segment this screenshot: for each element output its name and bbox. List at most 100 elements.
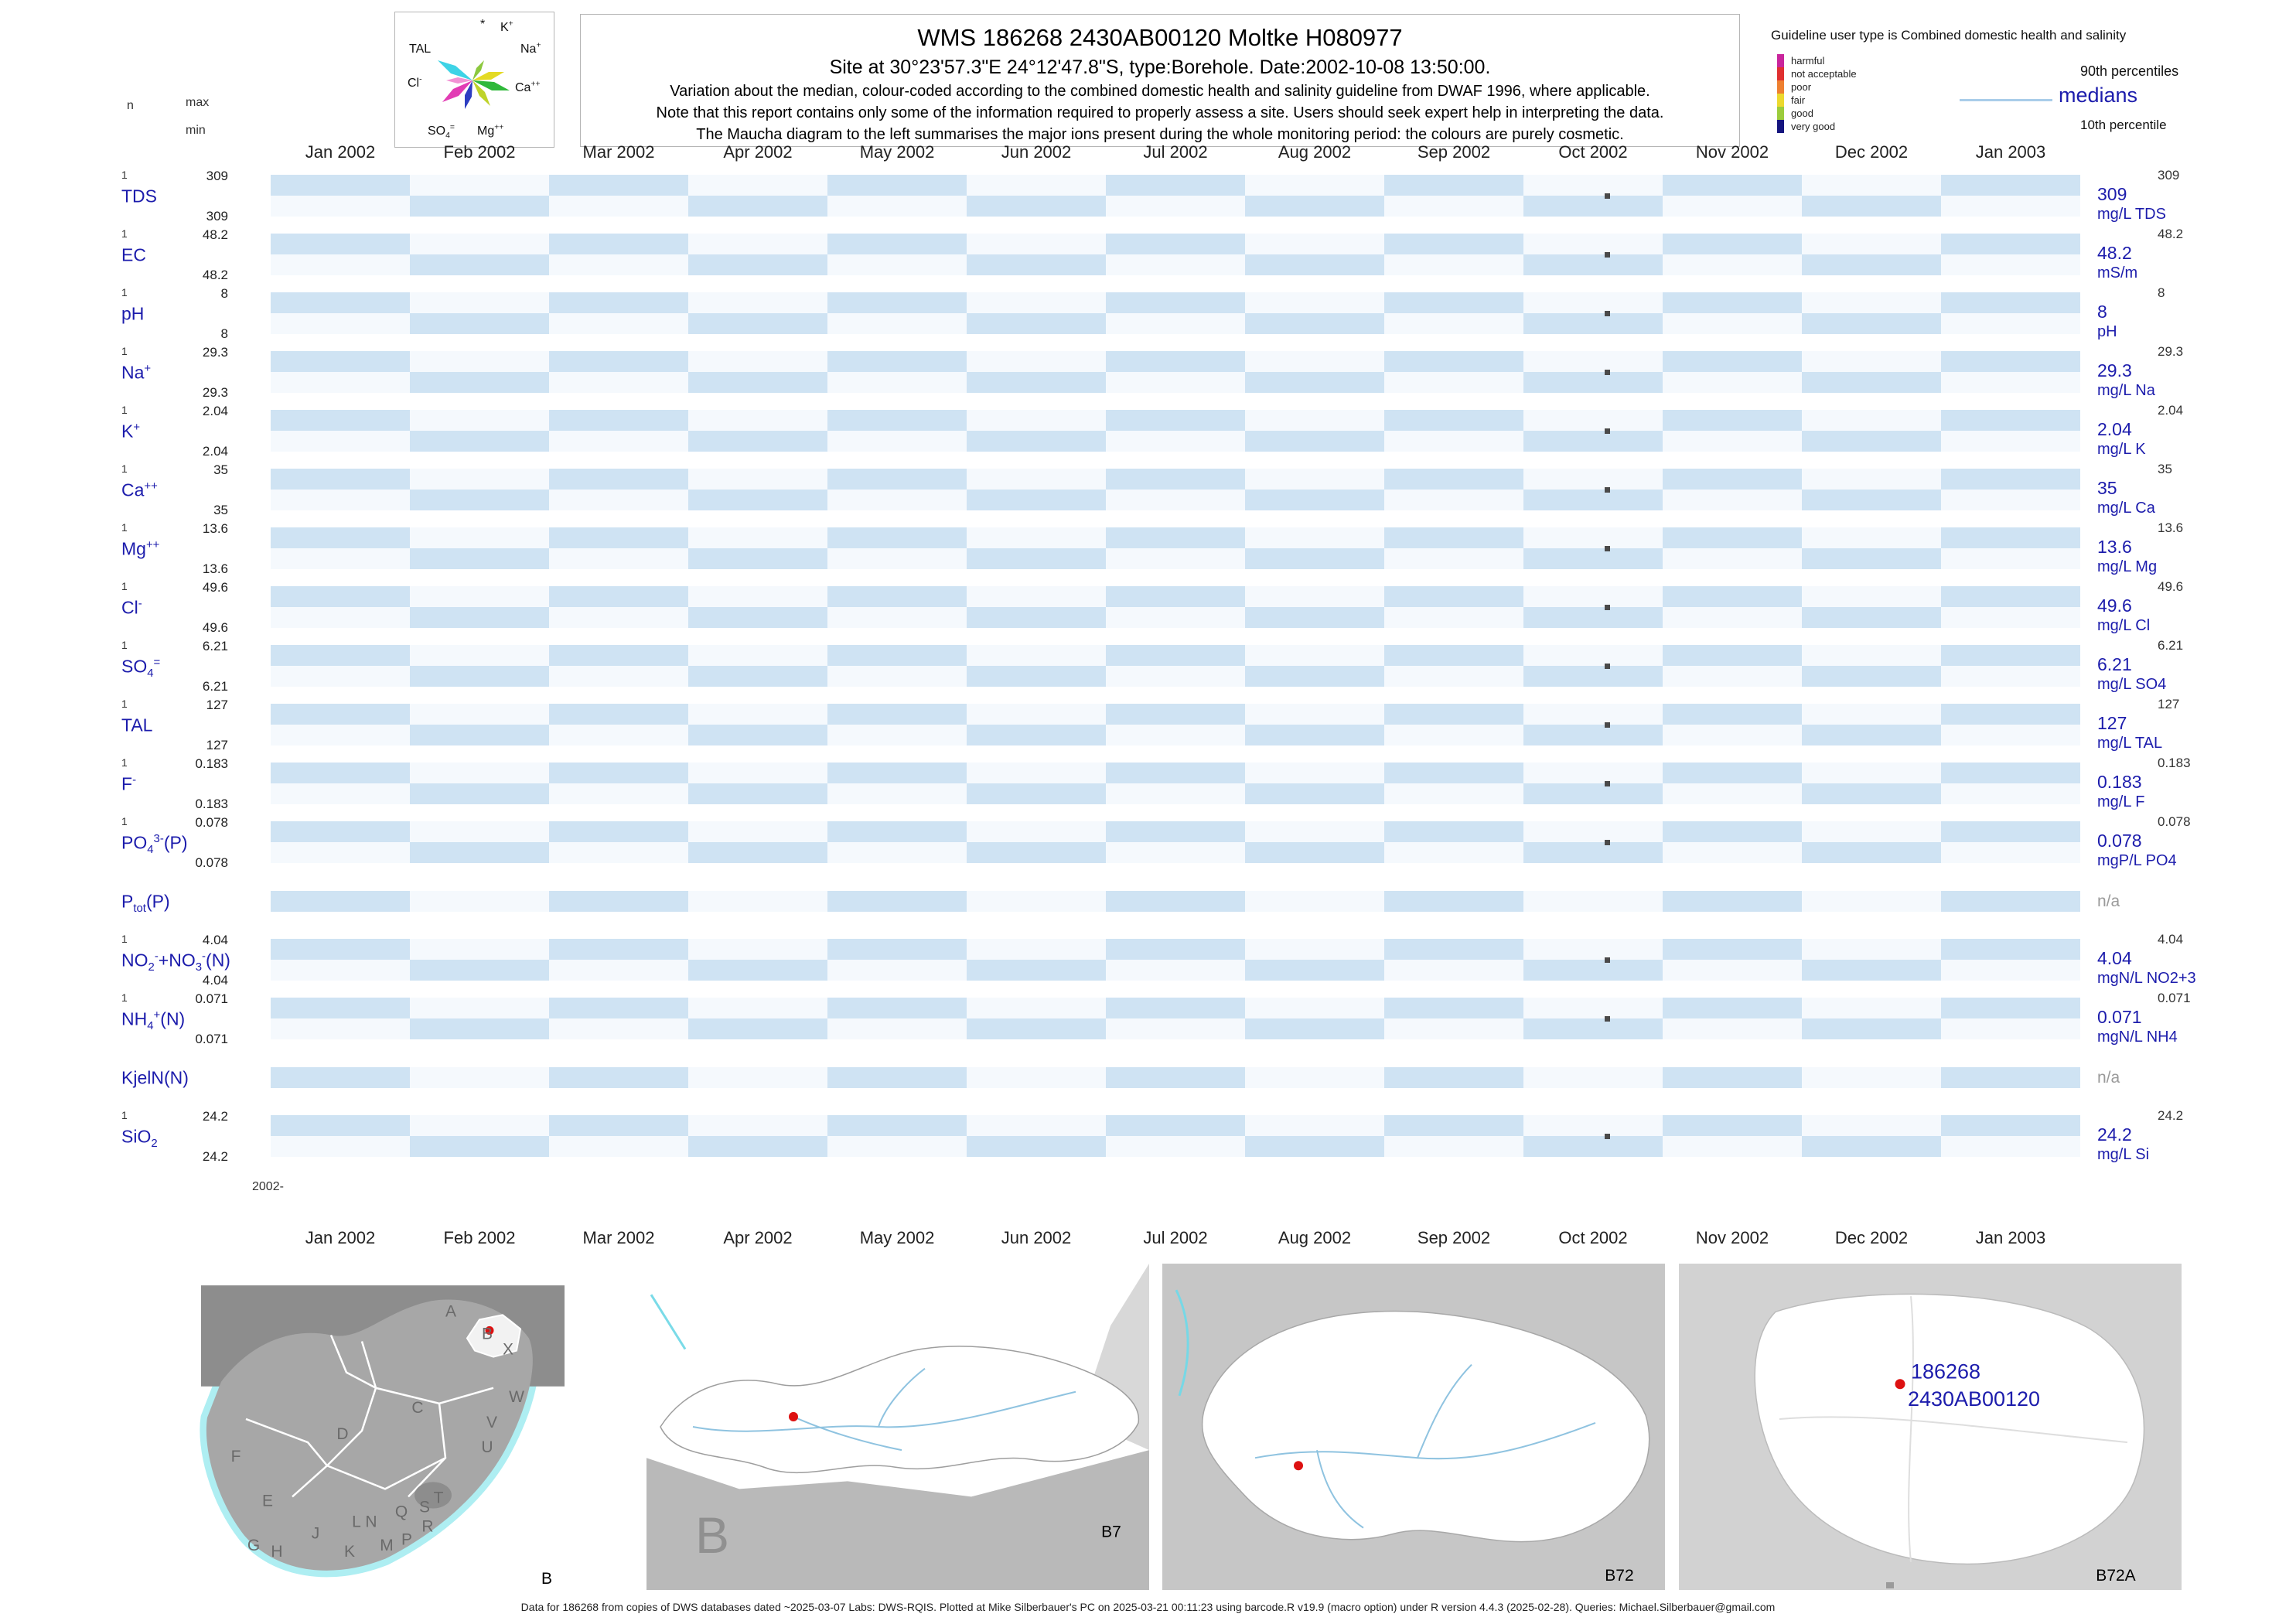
band-cell	[967, 704, 1106, 725]
sample-point	[1605, 193, 1610, 199]
month-label: May 2002	[859, 142, 935, 162]
row-label-block: 1 127 127 TAL	[120, 696, 271, 755]
band-cell	[271, 939, 410, 960]
band-cell	[1106, 725, 1245, 745]
drainage-region-letter: G	[247, 1537, 260, 1554]
medians-legend-label: medians	[2059, 84, 2138, 107]
p90-value: 13.6	[2158, 520, 2184, 535]
band-cell	[271, 1067, 410, 1088]
band-cell	[827, 175, 967, 196]
band-cell	[1941, 998, 2080, 1018]
band-cell	[1384, 196, 1523, 217]
band-cell	[967, 469, 1106, 490]
sample-point	[1605, 1016, 1610, 1022]
legend-max-label: max	[186, 96, 210, 109]
band-cell	[410, 704, 549, 725]
parameter-name: pH	[121, 303, 145, 324]
month-label: Jan 2002	[305, 1228, 376, 1247]
band-cell	[1802, 196, 1941, 217]
p90-value: 2.04	[2158, 403, 2184, 418]
band-cell	[410, 891, 549, 912]
parameter-name: SiO2	[121, 1126, 158, 1151]
band-cell	[1663, 372, 1802, 393]
maucha-wedge	[465, 80, 473, 109]
band-cell	[1663, 410, 1802, 431]
band-cell	[1245, 960, 1384, 981]
parameter-row-ph: 1 8 8 pH 8 8 pH	[0, 285, 2296, 343]
band-cell	[410, 1018, 549, 1039]
map-catchment-b	[660, 1346, 1140, 1474]
median-value: 35	[2097, 478, 2117, 498]
band-cell	[827, 725, 967, 745]
sample-count: 1	[121, 345, 128, 357]
band-cell	[1106, 175, 1245, 196]
band-cell	[1106, 960, 1245, 981]
band-cell	[1106, 372, 1245, 393]
p90-value: 48.2	[2158, 227, 2184, 241]
band-cell	[1941, 725, 2080, 745]
band-cell	[1523, 527, 1663, 548]
band-cell	[549, 234, 688, 254]
maucha-label-ca: Ca++	[515, 80, 541, 94]
band-cell	[1245, 410, 1384, 431]
min-value: 48.2	[202, 268, 228, 282]
median-value: 2.04	[2097, 419, 2132, 439]
unit-label: pH	[2097, 323, 2117, 340]
band-cell	[1106, 645, 1245, 666]
band-cell	[1106, 527, 1245, 548]
maucha-label-na: Na+	[520, 41, 541, 56]
band-cell	[688, 842, 827, 863]
band-cell	[271, 196, 410, 217]
parameter-grid: 1 309 309 TDS 309 309 mg/L TDS 1 48.2 48.2 EC 48.2 4…	[0, 167, 2296, 1166]
band-cell	[1523, 960, 1663, 981]
row-values: 8 8 pH	[2097, 285, 2291, 343]
maucha-label-k: K+	[500, 19, 513, 34]
sample-count: 1	[121, 756, 128, 769]
band-cell	[688, 1018, 827, 1039]
band-cell	[1106, 704, 1245, 725]
band-cell	[1106, 431, 1245, 452]
band-cell	[1106, 351, 1245, 372]
drainage-region-letter: V	[486, 1414, 497, 1431]
unit-label: mg/L K	[2097, 441, 2146, 458]
row-label-block: 1 6.21 6.21 SO4=	[120, 637, 271, 696]
band-cell	[688, 351, 827, 372]
maucha-star-icon	[438, 60, 510, 109]
band-cell	[1802, 939, 1941, 960]
parameter-name: Na+	[121, 361, 152, 383]
row-label-block: 1 24.2 24.2 SiO2	[120, 1107, 271, 1166]
band-cell	[1523, 196, 1663, 217]
band-cell	[967, 725, 1106, 745]
min-value: 127	[206, 738, 228, 752]
month-label: Sep 2002	[1417, 1228, 1491, 1247]
header-note-3: The Maucha diagram to the left summarise…	[696, 126, 1624, 143]
band-cell	[688, 939, 827, 960]
guideline-class: not acceptable	[1777, 67, 2134, 80]
band-cell	[1384, 1136, 1523, 1157]
band-cell	[688, 410, 827, 431]
band-cell	[549, 490, 688, 510]
band-cell	[1941, 1115, 2080, 1136]
month-band-grid	[271, 1067, 2080, 1088]
parameter-name: SO4=	[121, 655, 161, 681]
map-corner-label: B7	[1101, 1523, 1121, 1541]
sample-point	[1605, 311, 1610, 316]
band-cell	[1384, 372, 1523, 393]
month-label: Sep 2002	[1417, 142, 1491, 162]
sample-point	[1605, 957, 1610, 963]
band-cell	[1523, 490, 1663, 510]
band-cell	[1245, 939, 1384, 960]
band-cell	[410, 725, 549, 745]
band-cell	[1245, 313, 1384, 334]
band-cell	[410, 960, 549, 981]
band-cell	[1245, 1115, 1384, 1136]
band-cell	[1384, 490, 1523, 510]
band-cell	[1523, 1018, 1663, 1039]
month-band-grid	[271, 351, 2080, 393]
parameter-row-tds: 1 309 309 TDS 309 309 mg/L TDS	[0, 167, 2296, 226]
band-cell	[1941, 1136, 2080, 1157]
footer-provenance-text: Data for 186268 from copies of DWS datab…	[520, 1601, 1776, 1613]
band-cell	[1941, 254, 2080, 275]
band-cell	[1106, 292, 1245, 313]
